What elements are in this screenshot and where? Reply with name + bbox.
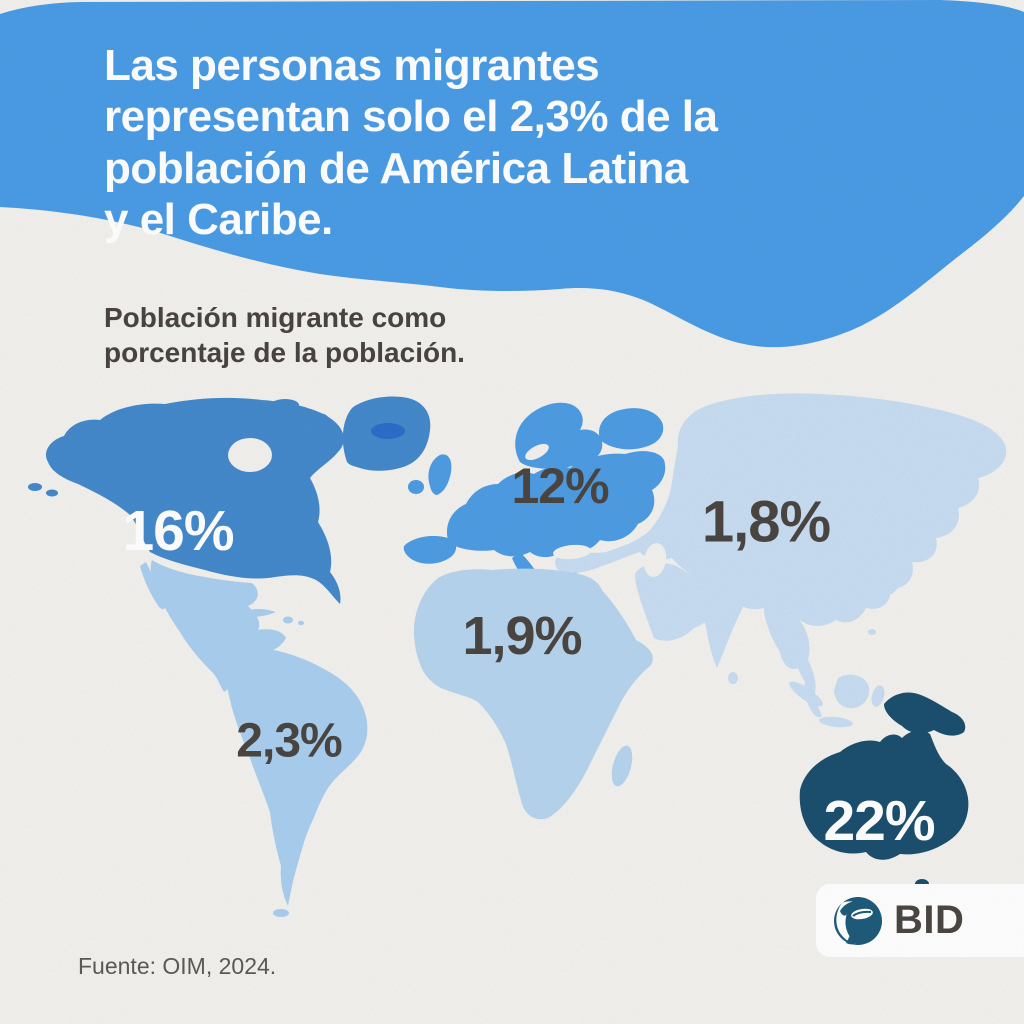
label-north-america: 16% <box>122 499 234 563</box>
bid-logo-card: BID <box>816 884 1024 957</box>
title-line-2: representan solo el 2,3% de la <box>104 92 718 142</box>
label-africa: 1,9% <box>462 606 582 666</box>
bid-globe-icon <box>834 896 882 945</box>
label-oceania: 22% <box>823 789 935 853</box>
bid-logo-text: BID <box>894 898 965 942</box>
title-line-1: Las personas migrantes <box>104 41 600 90</box>
poster-subtitle: Población migrante como porcentaje de la… <box>104 300 664 370</box>
subtitle-line-1: Población migrante como <box>104 302 447 333</box>
subtitle-line-2: porcentaje de la población. <box>104 337 465 368</box>
title-line-4: y el Caribe. <box>104 195 333 245</box>
title-line-3: población de América Latina <box>104 143 688 193</box>
source-text: Fuente: OIM, 2024. <box>78 953 277 979</box>
label-europe: 12% <box>511 458 609 514</box>
poster-title: Las personas migrantes representan solo … <box>104 40 984 246</box>
label-asia: 1,8% <box>701 489 831 555</box>
label-latin-america: 2,3% <box>236 714 342 768</box>
